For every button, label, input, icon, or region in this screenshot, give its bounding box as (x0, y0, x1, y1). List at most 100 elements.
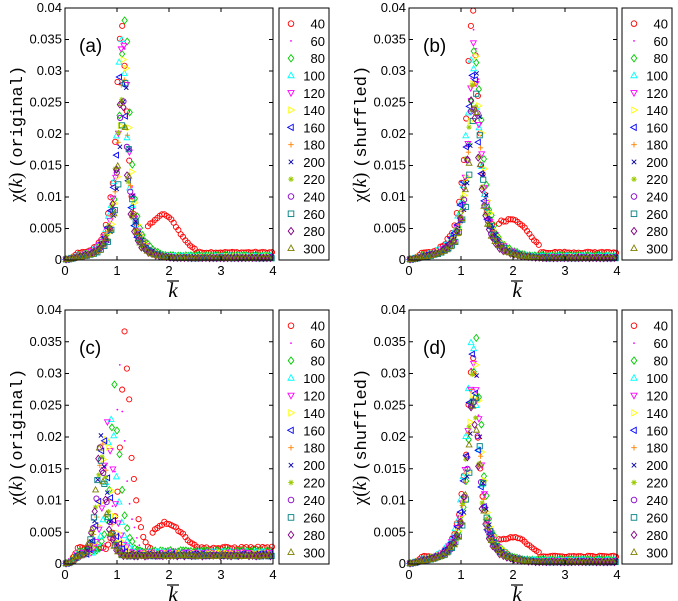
data-point (473, 361, 480, 369)
legend-marker (287, 210, 295, 218)
data-point (125, 149, 134, 157)
x-tick-label: 2 (509, 567, 516, 582)
data-point (111, 505, 114, 508)
data-point (484, 197, 492, 205)
data-point (96, 532, 105, 539)
legend-marker (288, 106, 296, 114)
data-point (123, 365, 130, 372)
data-point (483, 220, 492, 227)
data-point (127, 551, 134, 560)
data-point (69, 557, 76, 564)
data-point (195, 551, 202, 560)
legend-label: 100 (646, 371, 668, 386)
data-point (507, 534, 514, 541)
legend-marker (630, 392, 638, 400)
legend-marker (631, 409, 639, 417)
data-point (480, 479, 487, 487)
data-point (115, 58, 123, 65)
data-point (103, 419, 112, 426)
legend-marker (630, 547, 638, 555)
data-point (69, 255, 76, 261)
data-point (491, 237, 499, 245)
data-point (103, 474, 111, 482)
data-point (133, 526, 136, 529)
data-point (95, 246, 103, 253)
data-point (487, 536, 495, 544)
data-point (110, 542, 118, 549)
data-point (135, 516, 142, 523)
data-point (513, 555, 521, 562)
data-point (235, 551, 244, 559)
data-point (129, 160, 136, 169)
series-280 (62, 100, 274, 264)
data-point (464, 465, 471, 472)
y-tick-label: 0.04 (381, 0, 406, 15)
x-tick-label: 2 (165, 263, 172, 278)
data-point (535, 549, 542, 556)
data-point (127, 203, 134, 212)
legend-label: 180 (303, 138, 325, 153)
data-point (457, 214, 464, 223)
data-point (454, 229, 462, 236)
data-point (487, 209, 495, 217)
data-point (98, 505, 106, 513)
data-point (98, 466, 106, 476)
series-260 (62, 80, 275, 263)
data-point (113, 426, 121, 435)
panel-a: 0 1 2 3 400.0050.010.0150.020.0250.030.0350.… (6, 0, 330, 302)
legend-label: 160 (646, 423, 668, 438)
data-point (480, 491, 489, 498)
data-point (485, 225, 493, 234)
data-point (471, 114, 478, 123)
data-point (117, 114, 124, 121)
data-point (158, 252, 166, 259)
legend-label: 280 (303, 224, 325, 239)
data-point (475, 123, 483, 131)
data-point (502, 552, 510, 559)
data-point (474, 433, 481, 440)
data-point (114, 488, 121, 495)
data-point (524, 557, 532, 564)
data-point (178, 553, 184, 559)
data-point (477, 78, 480, 81)
y-tick-label: 0.02 (381, 429, 406, 444)
data-point (465, 102, 472, 110)
data-point (110, 207, 117, 214)
y-tick-label: 0.015 (373, 461, 406, 476)
legend-marker (631, 106, 639, 114)
y-label-var: k (350, 481, 371, 490)
legend-marker (631, 176, 637, 183)
legend-marker (288, 479, 294, 486)
data-point (117, 550, 126, 558)
x-tick-label: 3 (217, 567, 224, 582)
data-point (476, 132, 483, 139)
legend-marker (630, 373, 638, 381)
data-point (479, 448, 486, 456)
data-point (178, 255, 184, 261)
data-point (109, 487, 116, 495)
legend-marker (287, 392, 295, 400)
series-100 (406, 55, 618, 262)
data-point (158, 551, 166, 558)
data-point (480, 471, 488, 481)
legend-label: 100 (303, 69, 325, 84)
legend-label: 300 (646, 241, 668, 256)
series-40 (62, 22, 276, 263)
data-point (139, 243, 148, 251)
data-point (119, 386, 126, 393)
legend-marker (287, 322, 295, 329)
data-point (467, 96, 475, 105)
y-tick-label: 0.005 (29, 221, 62, 236)
legend-marker (630, 193, 638, 200)
data-point (471, 389, 478, 397)
y-tick-label: 0.02 (381, 126, 406, 141)
data-point (577, 559, 583, 565)
data-point (474, 138, 481, 146)
data-point (95, 477, 101, 483)
data-point (115, 139, 121, 145)
data-point (118, 544, 125, 553)
series-200 (63, 85, 272, 262)
data-point (109, 195, 117, 203)
data-point (470, 64, 478, 72)
data-point (95, 544, 103, 553)
